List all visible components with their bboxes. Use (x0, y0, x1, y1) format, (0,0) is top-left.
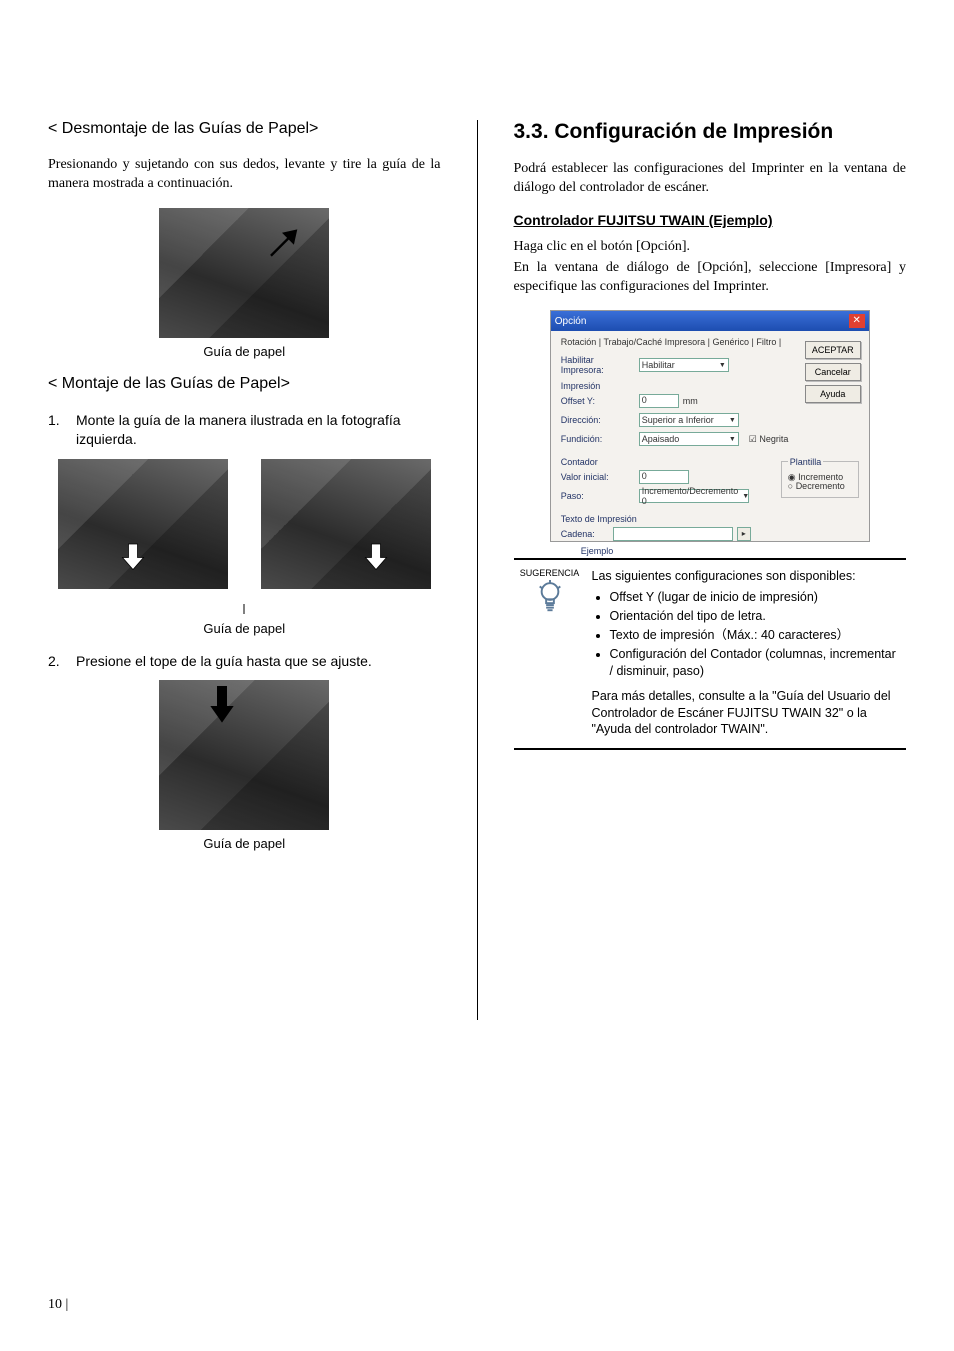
plantilla-fieldset: Plantilla ◉ Incremento ○ Decremento (781, 461, 859, 498)
step-1: 1. Monte la guía de la manera ilustrada … (48, 411, 441, 449)
offset-input[interactable]: 0 (639, 394, 679, 408)
aceptar-button[interactable]: ACEPTAR (805, 341, 861, 359)
section-heading: 3.3. Configuración de Impresión (514, 120, 907, 144)
cancelar-button[interactable]: Cancelar (805, 363, 861, 381)
valorinicial-input[interactable]: 0 (639, 470, 689, 484)
cadena-picker-icon[interactable]: ▸ (737, 527, 751, 541)
photo-montaje-right (261, 459, 431, 589)
step-1-text: Monte la guía de la manera ilustrada en … (76, 411, 441, 449)
enable-label: Habilitar Impresora: (561, 355, 635, 375)
page-number: 10 | (48, 1297, 68, 1313)
tip-bullet-4: Configuración del Contador (columnas, in… (610, 646, 903, 680)
tip-label: SUGERENCIA (518, 568, 582, 578)
cadena-input[interactable] (613, 527, 733, 541)
enable-select[interactable]: Habilitar (639, 358, 729, 372)
dialog-opcion: Opción ✕ Rotación | Trabajo/Caché Impres… (550, 310, 870, 542)
offset-label: Offset Y: (561, 396, 635, 406)
lightbulb-icon (537, 580, 563, 616)
tip-bullet-3: Texto de impresión（Máx.: 40 caracteres） (610, 627, 903, 644)
ayuda-button[interactable]: Ayuda (805, 385, 861, 403)
caption-1: Guía de papel (48, 344, 441, 359)
right-line1: Haga clic en el botón [Opción]. (514, 238, 907, 257)
fundicion-label: Fundición: (561, 434, 635, 444)
step-2: 2. Presione el tope de la guía hasta que… (48, 652, 441, 671)
tip-bullet-2: Orientación del tipo de letra. (610, 608, 903, 625)
negrita-checkbox[interactable]: ☑ Negrita (749, 434, 789, 445)
texto-impresion-group: Texto de Impresión (561, 514, 859, 524)
valorinicial-label: Valor inicial: (561, 472, 635, 482)
right-line2: En la ventana de diálogo de [Opción], se… (514, 259, 907, 297)
left-heading-montaje: < Montaje de las Guías de Papel> (48, 375, 441, 393)
column-separator (477, 120, 478, 1020)
caption-3: Guía de papel (48, 836, 441, 851)
twain-subheading: Controlador FUJITSU TWAIN (Ejemplo) (514, 212, 907, 228)
caption-2: Guía de papel (48, 621, 441, 636)
cadena-label: Cadena: (561, 529, 609, 539)
direccion-label: Dirección: (561, 415, 635, 425)
dialog-title: Opción (555, 316, 587, 327)
step-2-num: 2. (48, 652, 76, 671)
pointer-mark (239, 604, 249, 614)
photo-desmontaje (159, 208, 329, 338)
paso-select[interactable]: Incremento/Decremento 0 (639, 489, 749, 503)
tip-box: SUGERENCIA Las siguientes configur (514, 558, 907, 750)
ejemplo-label: Ejemplo (581, 546, 614, 556)
plantilla-title: Plantilla (788, 457, 824, 467)
step-1-num: 1. (48, 411, 76, 449)
photo-presione (159, 680, 329, 830)
photo-montaje-left (58, 459, 228, 589)
direccion-select[interactable]: Superior a Inferior (639, 413, 739, 427)
close-icon[interactable]: ✕ (849, 314, 865, 328)
offset-unit: mm (683, 396, 698, 406)
contador-group: Contador (561, 457, 769, 467)
tip-lead: Las siguientes configuraciones son dispo… (592, 568, 903, 585)
left-para-1: Presionando y sujetando con sus dedos, l… (48, 156, 441, 194)
tip-more: Para más detalles, consulte a la "Guía d… (592, 688, 903, 739)
step-2-text: Presione el tope de la guía hasta que se… (76, 652, 372, 671)
left-heading-desmontaje: < Desmontaje de las Guías de Papel> (48, 120, 441, 138)
paso-label: Paso: (561, 491, 635, 501)
dialog-titlebar: Opción ✕ (551, 311, 869, 331)
fundicion-select[interactable]: Apaisado (639, 432, 739, 446)
tip-bullet-1: Offset Y (lugar de inicio de impresión) (610, 589, 903, 606)
radio-decremento[interactable]: ○ Decremento (788, 481, 852, 491)
right-intro: Podrá establecer las configuraciones del… (514, 160, 907, 198)
